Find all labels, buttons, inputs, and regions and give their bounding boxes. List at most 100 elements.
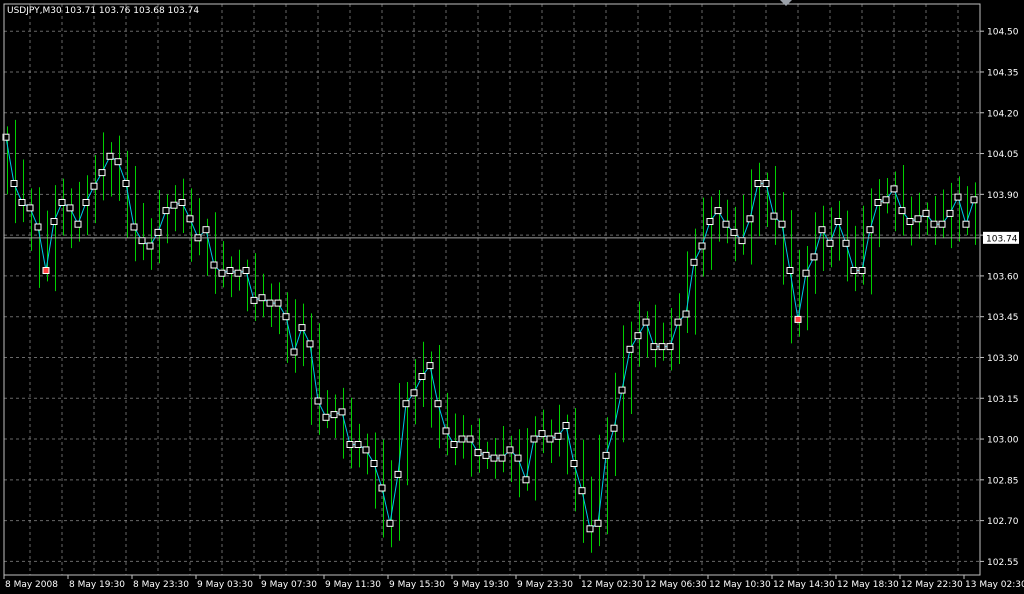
close-marker bbox=[322, 413, 330, 421]
x-tick-label: 9 May 15:30 bbox=[389, 580, 445, 590]
close-marker bbox=[890, 185, 898, 193]
close-marker bbox=[530, 435, 538, 443]
close-marker bbox=[466, 435, 474, 443]
close-marker bbox=[130, 223, 138, 231]
close-marker bbox=[506, 446, 514, 454]
close-marker bbox=[250, 296, 258, 304]
x-tick-label: 12 May 22:30 bbox=[901, 580, 963, 590]
close-marker bbox=[202, 226, 210, 234]
close-marker bbox=[274, 299, 282, 307]
close-marker bbox=[146, 242, 154, 250]
close-marker bbox=[594, 519, 602, 527]
close-marker bbox=[410, 389, 418, 397]
close-marker bbox=[18, 199, 26, 206]
close-marker bbox=[650, 343, 658, 351]
close-marker bbox=[954, 193, 962, 201]
close-marker bbox=[178, 199, 186, 206]
close-marker bbox=[930, 220, 938, 228]
close-marker bbox=[754, 180, 762, 187]
close-marker bbox=[738, 237, 746, 245]
scroll-marker-icon[interactable] bbox=[780, 0, 792, 6]
close-marker bbox=[762, 180, 770, 187]
x-tick-label: 12 May 06:30 bbox=[645, 580, 707, 590]
close-marker bbox=[818, 226, 826, 234]
close-marker bbox=[42, 267, 50, 274]
x-tick-label: 8 May 2008 bbox=[5, 580, 58, 590]
close-marker bbox=[802, 269, 810, 277]
close-marker bbox=[34, 223, 42, 231]
close-marker bbox=[514, 454, 522, 462]
close-marker bbox=[282, 313, 290, 321]
close-marker bbox=[394, 470, 402, 478]
x-tick-label: 9 May 03:30 bbox=[197, 580, 253, 590]
close-marker bbox=[154, 228, 162, 236]
close-marker bbox=[834, 218, 842, 225]
close-marker bbox=[434, 400, 442, 408]
close-marker bbox=[586, 525, 594, 533]
close-marker bbox=[538, 430, 546, 438]
close-marker bbox=[602, 451, 610, 459]
close-marker bbox=[90, 182, 98, 190]
time-axis[interactable]: 8 May 2008 8 May 19:30 8 May 23:30 9 May 03… bbox=[3, 575, 1024, 590]
close-marker bbox=[674, 318, 682, 326]
close-marker bbox=[418, 373, 426, 380]
y-tick-label: 104.50 bbox=[987, 28, 1019, 38]
y-tick-label: 102.85 bbox=[987, 476, 1019, 486]
close-marker bbox=[810, 253, 818, 261]
y-tick-label: 104.35 bbox=[987, 68, 1019, 78]
close-marker bbox=[458, 435, 466, 443]
close-marker bbox=[794, 315, 802, 323]
close-marker bbox=[666, 343, 674, 351]
close-marker bbox=[378, 484, 386, 492]
close-marker bbox=[634, 332, 642, 340]
close-marker bbox=[26, 204, 34, 212]
close-marker bbox=[610, 424, 618, 432]
close-marker bbox=[122, 180, 130, 187]
close-marker bbox=[66, 204, 74, 212]
y-tick-label: 103.90 bbox=[987, 191, 1019, 201]
close-marker bbox=[346, 441, 354, 448]
close-marker bbox=[874, 199, 882, 206]
close-marker bbox=[642, 318, 650, 326]
close-marker bbox=[114, 158, 122, 166]
close-marker bbox=[306, 340, 314, 348]
close-marker bbox=[746, 215, 754, 223]
close-marker bbox=[938, 220, 946, 228]
y-tick-label: 102.55 bbox=[987, 558, 1019, 568]
grid bbox=[4, 4, 980, 575]
close-marker bbox=[962, 220, 970, 228]
x-tick-label: 12 May 18:30 bbox=[837, 580, 899, 590]
close-marker bbox=[826, 239, 834, 247]
close-marker bbox=[266, 299, 274, 307]
close-marker bbox=[578, 487, 586, 495]
close-marker bbox=[2, 133, 10, 141]
close-marker bbox=[426, 362, 434, 370]
plot-frame bbox=[3, 3, 981, 576]
symbol-info: USDJPY,M30 103.71 103.76 103.68 103.74 bbox=[7, 6, 199, 16]
x-tick-label: 12 May 14:30 bbox=[773, 580, 835, 590]
close-marker bbox=[562, 422, 570, 429]
close-marker bbox=[474, 449, 482, 457]
x-tick-label: 12 May 02:30 bbox=[581, 580, 643, 590]
y-tick-label: 104.20 bbox=[987, 109, 1019, 119]
close-marker bbox=[106, 152, 114, 160]
close-marker bbox=[362, 446, 370, 454]
close-marker bbox=[210, 261, 218, 269]
close-marker bbox=[722, 220, 730, 228]
close-marker bbox=[778, 220, 786, 228]
close-marker bbox=[370, 460, 378, 467]
close-marker bbox=[138, 237, 146, 245]
y-tick-label: 103.30 bbox=[987, 354, 1019, 364]
y-tick-label: 104.05 bbox=[987, 150, 1019, 160]
close-marker bbox=[58, 199, 66, 206]
close-marker bbox=[842, 239, 850, 247]
close-marker bbox=[626, 345, 634, 353]
close-marker bbox=[490, 454, 498, 462]
x-tick-label: 8 May 23:30 bbox=[133, 580, 189, 590]
close-marker bbox=[330, 411, 338, 419]
close-marker bbox=[498, 454, 506, 462]
x-tick-label: 9 May 07:30 bbox=[261, 580, 317, 590]
close-marker bbox=[354, 441, 362, 448]
